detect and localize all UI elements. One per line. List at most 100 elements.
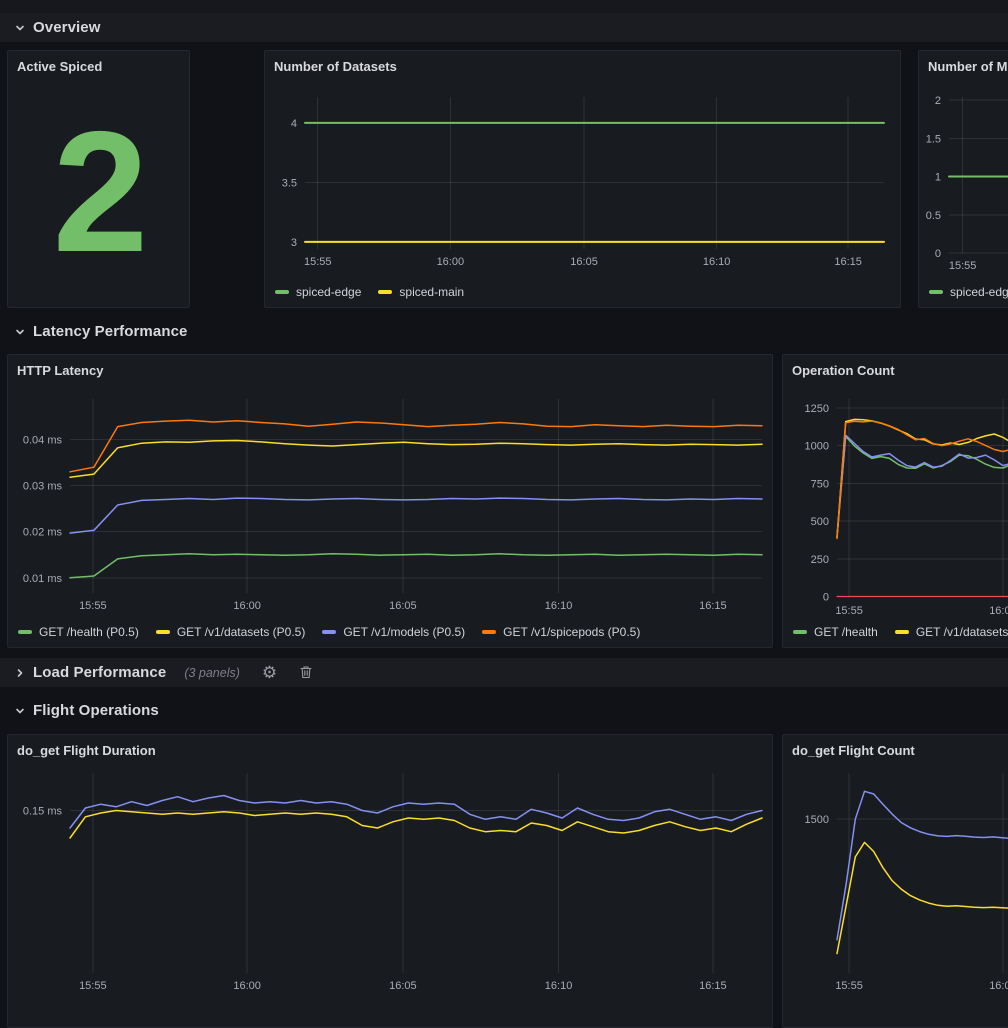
svg-text:16:05: 16:05 bbox=[389, 980, 417, 992]
legend-swatch bbox=[378, 290, 393, 294]
section-row-latency-performance[interactable]: Latency Performance bbox=[0, 317, 1008, 346]
svg-text:16:15: 16:15 bbox=[834, 256, 862, 268]
svg-text:0: 0 bbox=[935, 248, 941, 260]
legend-swatch bbox=[894, 630, 909, 634]
panel-title[interactable]: Operation Count bbox=[792, 363, 895, 378]
legend-label: GET /v1/datasets bbox=[915, 625, 1008, 639]
stat-value: 2 bbox=[52, 96, 149, 288]
legend-item[interactable]: GET /v1/models (P0.5) bbox=[322, 625, 465, 639]
svg-text:500: 500 bbox=[811, 516, 829, 528]
panel-title[interactable]: do_get Flight Count bbox=[792, 743, 915, 758]
section-title-load-performance: Load Performance bbox=[33, 664, 167, 681]
legend-label: GET /health (P0.5) bbox=[39, 625, 139, 639]
legend-item[interactable]: spiced-main bbox=[378, 285, 464, 299]
svg-text:0.02 ms: 0.02 ms bbox=[23, 527, 63, 539]
panel-number-of-models: Number of Models 15:5516:0016:0516:1016:… bbox=[918, 50, 1008, 308]
svg-text:16:15: 16:15 bbox=[699, 980, 727, 992]
svg-text:16:00: 16:00 bbox=[437, 256, 465, 268]
legend-label: spiced-main bbox=[399, 285, 465, 299]
svg-text:750: 750 bbox=[811, 478, 829, 490]
legend: spiced-edge spiced-main bbox=[275, 281, 900, 303]
panel-http-latency: HTTP Latency 15:55 16:00 16:05 16:10 16:15 0.… bbox=[7, 354, 773, 648]
top-divider bbox=[0, 0, 1008, 14]
panel-title[interactable]: HTTP Latency bbox=[17, 363, 104, 378]
legend: GET /health GET /v1/datasets bbox=[793, 621, 1008, 643]
svg-text:0.03 ms: 0.03 ms bbox=[23, 481, 63, 493]
legend-swatch bbox=[929, 290, 943, 294]
panel-title[interactable]: Number of Models bbox=[928, 59, 1008, 74]
section-title-flight-operations: Flight Operations bbox=[33, 702, 159, 719]
legend-swatch bbox=[322, 630, 337, 634]
legend-item[interactable]: spiced-edge bbox=[275, 285, 361, 299]
svg-text:15:55: 15:55 bbox=[949, 260, 977, 272]
svg-text:4: 4 bbox=[291, 118, 297, 130]
legend-label: GET /v1/models (P0.5) bbox=[343, 625, 466, 639]
panel-title[interactable]: do_get Flight Duration bbox=[17, 743, 156, 758]
panel-do-get-flight-count: do_get Flight Count 15:5516:0016:0516:10… bbox=[782, 734, 1008, 1028]
legend-item[interactable]: GET /v1/spicepods (P0.5) bbox=[482, 625, 640, 639]
svg-text:0.15 ms: 0.15 ms bbox=[23, 806, 63, 818]
svg-text:250: 250 bbox=[811, 554, 829, 566]
svg-text:15:55: 15:55 bbox=[79, 980, 107, 992]
svg-text:15:55: 15:55 bbox=[304, 256, 332, 268]
legend-swatch bbox=[155, 630, 170, 634]
gear-icon[interactable]: ⚙ bbox=[261, 663, 278, 682]
legend-swatch bbox=[793, 630, 807, 634]
section-row-overview[interactable]: Overview bbox=[0, 13, 1008, 42]
panel-do-get-flight-duration: do_get Flight Duration 15:55 16:00 16:05 16… bbox=[7, 734, 773, 1028]
panel-number-of-datasets: Number of Datasets 15:55 16:00 16:05 16:10 1… bbox=[264, 50, 901, 308]
legend-item[interactable]: GET /v1/datasets (P0.5) bbox=[155, 625, 305, 639]
http-latency-chart[interactable]: 15:55 16:00 16:05 16:10 16:15 0.04 ms 0.03 ms 0… bbox=[8, 383, 772, 621]
chevron-down-icon bbox=[16, 708, 24, 713]
svg-text:0.04 ms: 0.04 ms bbox=[23, 435, 63, 447]
svg-text:2: 2 bbox=[935, 95, 941, 107]
svg-text:1.5: 1.5 bbox=[926, 133, 941, 145]
legend-label: spiced-edge bbox=[950, 285, 1008, 299]
chevron-right-icon bbox=[17, 668, 23, 677]
svg-text:16:10: 16:10 bbox=[545, 600, 573, 612]
panels-count: (3 panels) bbox=[184, 665, 240, 680]
svg-text:1000: 1000 bbox=[805, 441, 829, 453]
operation-count-chart[interactable]: 15:5516:0016:0516:1016:15125010007505002… bbox=[783, 383, 1008, 621]
do-get-flight-duration-chart[interactable]: 15:55 16:00 16:05 16:10 16:15 0.15 ms bbox=[8, 763, 772, 1001]
svg-text:0: 0 bbox=[823, 591, 829, 603]
legend-label: spiced-edge bbox=[296, 285, 362, 299]
svg-text:1: 1 bbox=[935, 172, 941, 184]
panel-operation-count: Operation Count 15:5516:0016:0516:1016:1… bbox=[782, 354, 1008, 648]
svg-text:16:00: 16:00 bbox=[233, 980, 261, 992]
chevron-down-icon bbox=[16, 329, 24, 334]
panel-active-spiced: Active Spiced 2 bbox=[7, 50, 190, 308]
section-title-overview: Overview bbox=[33, 19, 101, 36]
svg-text:1500: 1500 bbox=[805, 814, 829, 826]
legend-label: GET /health bbox=[814, 625, 878, 639]
section-row-load-performance[interactable]: Load Performance (3 panels) ⚙ bbox=[0, 658, 1008, 687]
number-of-datasets-chart[interactable]: 15:55 16:00 16:05 16:10 16:15 4 3.5 3 bbox=[265, 79, 900, 277]
svg-text:16:05: 16:05 bbox=[389, 600, 417, 612]
panel-title[interactable]: Number of Datasets bbox=[274, 59, 397, 74]
svg-text:15:55: 15:55 bbox=[79, 600, 107, 612]
legend-item[interactable]: GET /health (P0.5) bbox=[18, 625, 139, 639]
legend-swatch bbox=[275, 290, 289, 294]
svg-text:16:10: 16:10 bbox=[703, 256, 731, 268]
legend-swatch bbox=[18, 630, 32, 634]
section-row-flight-operations[interactable]: Flight Operations bbox=[0, 696, 1008, 725]
chevron-down-icon bbox=[16, 25, 24, 30]
svg-text:16:10: 16:10 bbox=[545, 980, 573, 992]
legend: GET /health (P0.5) GET /v1/datasets (P0.5… bbox=[18, 621, 772, 643]
trash-icon[interactable] bbox=[299, 665, 313, 680]
svg-text:16:05: 16:05 bbox=[570, 256, 598, 268]
panel-title[interactable]: Active Spiced bbox=[17, 59, 103, 74]
svg-text:15:55: 15:55 bbox=[835, 980, 863, 992]
svg-text:16:00: 16:00 bbox=[989, 605, 1008, 617]
svg-text:16:15: 16:15 bbox=[699, 600, 727, 612]
section-title-latency-performance: Latency Performance bbox=[33, 323, 188, 340]
legend-item[interactable]: GET /v1/datasets bbox=[894, 625, 1008, 639]
svg-text:16:00: 16:00 bbox=[233, 600, 261, 612]
legend-item[interactable]: spiced-edge bbox=[929, 285, 1008, 299]
svg-text:0.5: 0.5 bbox=[926, 210, 941, 222]
legend-label: GET /v1/spicepods (P0.5) bbox=[503, 625, 641, 639]
legend-swatch bbox=[482, 630, 497, 634]
legend-item[interactable]: GET /health bbox=[793, 625, 878, 639]
